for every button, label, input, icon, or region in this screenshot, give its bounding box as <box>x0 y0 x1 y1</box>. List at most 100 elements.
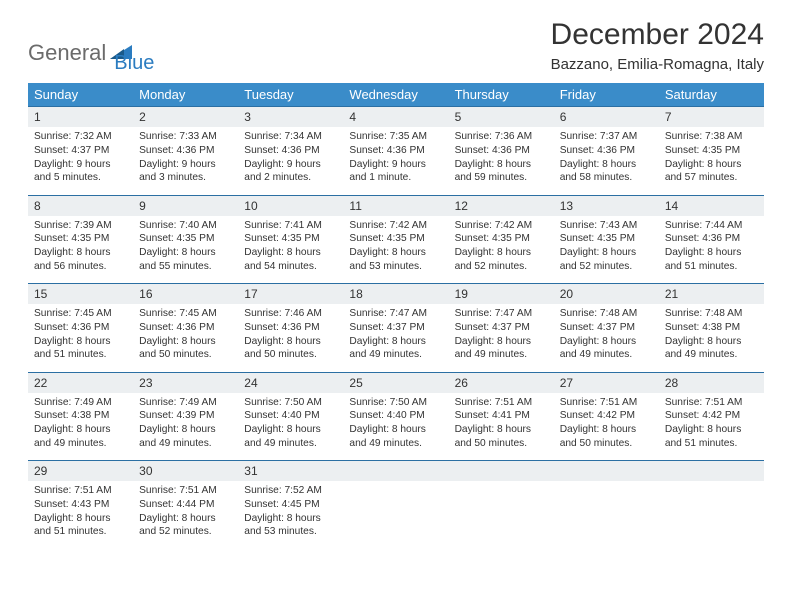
sunrise-line: Sunrise: 7:48 AM <box>665 307 758 321</box>
sunset-line: Sunset: 4:37 PM <box>455 321 548 335</box>
daylight-line: Daylight: 8 hours and 52 minutes. <box>560 246 653 274</box>
sunrise-line: Sunrise: 7:44 AM <box>665 219 758 233</box>
day-number-cell: 28 <box>659 372 764 393</box>
sunrise-line: Sunrise: 7:49 AM <box>34 396 127 410</box>
daylight-line: Daylight: 8 hours and 57 minutes. <box>665 158 758 186</box>
sunset-line: Sunset: 4:38 PM <box>665 321 758 335</box>
day-number-cell: 30 <box>133 461 238 482</box>
sunrise-line: Sunrise: 7:51 AM <box>665 396 758 410</box>
sunset-line: Sunset: 4:39 PM <box>139 409 232 423</box>
day-number-cell <box>659 461 764 482</box>
sunrise-line: Sunrise: 7:48 AM <box>560 307 653 321</box>
day-number-cell: 14 <box>659 195 764 216</box>
month-title: December 2024 <box>551 18 764 52</box>
day-number-cell: 27 <box>554 372 659 393</box>
daylight-line: Daylight: 8 hours and 52 minutes. <box>139 512 232 540</box>
sunrise-line: Sunrise: 7:36 AM <box>455 130 548 144</box>
location: Bazzano, Emilia-Romagna, Italy <box>551 56 764 73</box>
sunrise-line: Sunrise: 7:45 AM <box>34 307 127 321</box>
sunset-line: Sunset: 4:37 PM <box>34 144 127 158</box>
day-content-cell: Sunrise: 7:42 AMSunset: 4:35 PMDaylight:… <box>343 216 448 284</box>
title-block: December 2024 Bazzano, Emilia-Romagna, I… <box>551 18 764 73</box>
day-number-row: 1234567 <box>28 107 764 128</box>
daylight-line: Daylight: 9 hours and 3 minutes. <box>139 158 232 186</box>
day-number-cell: 6 <box>554 107 659 128</box>
weekday-header: Monday <box>133 83 238 107</box>
weekday-header: Saturday <box>659 83 764 107</box>
sunset-line: Sunset: 4:36 PM <box>560 144 653 158</box>
day-number-cell <box>554 461 659 482</box>
day-content-row: Sunrise: 7:51 AMSunset: 4:43 PMDaylight:… <box>28 481 764 549</box>
daylight-line: Daylight: 8 hours and 56 minutes. <box>34 246 127 274</box>
sunrise-line: Sunrise: 7:40 AM <box>139 219 232 233</box>
day-content-cell <box>343 481 448 549</box>
day-content-cell: Sunrise: 7:52 AMSunset: 4:45 PMDaylight:… <box>238 481 343 549</box>
sunrise-line: Sunrise: 7:42 AM <box>349 219 442 233</box>
day-content-cell <box>449 481 554 549</box>
day-number-cell: 19 <box>449 284 554 305</box>
day-number-cell: 13 <box>554 195 659 216</box>
day-number-cell <box>449 461 554 482</box>
day-number-cell: 25 <box>343 372 448 393</box>
sunset-line: Sunset: 4:36 PM <box>139 144 232 158</box>
daylight-line: Daylight: 8 hours and 49 minutes. <box>139 423 232 451</box>
day-number-cell: 22 <box>28 372 133 393</box>
sunset-line: Sunset: 4:35 PM <box>349 232 442 246</box>
daylight-line: Daylight: 8 hours and 53 minutes. <box>244 512 337 540</box>
sunrise-line: Sunrise: 7:51 AM <box>34 484 127 498</box>
day-number-cell: 23 <box>133 372 238 393</box>
day-content-row: Sunrise: 7:32 AMSunset: 4:37 PMDaylight:… <box>28 127 764 195</box>
day-content-cell: Sunrise: 7:46 AMSunset: 4:36 PMDaylight:… <box>238 304 343 372</box>
daylight-line: Daylight: 8 hours and 59 minutes. <box>455 158 548 186</box>
daylight-line: Daylight: 8 hours and 49 minutes. <box>455 335 548 363</box>
day-content-cell: Sunrise: 7:37 AMSunset: 4:36 PMDaylight:… <box>554 127 659 195</box>
sunrise-line: Sunrise: 7:51 AM <box>455 396 548 410</box>
day-content-cell: Sunrise: 7:50 AMSunset: 4:40 PMDaylight:… <box>343 393 448 461</box>
day-number-cell: 26 <box>449 372 554 393</box>
daylight-line: Daylight: 9 hours and 5 minutes. <box>34 158 127 186</box>
daylight-line: Daylight: 8 hours and 54 minutes. <box>244 246 337 274</box>
day-number-row: 15161718192021 <box>28 284 764 305</box>
daylight-line: Daylight: 8 hours and 49 minutes. <box>349 335 442 363</box>
daylight-line: Daylight: 8 hours and 52 minutes. <box>455 246 548 274</box>
daylight-line: Daylight: 9 hours and 2 minutes. <box>244 158 337 186</box>
day-number-cell: 12 <box>449 195 554 216</box>
day-number-cell: 31 <box>238 461 343 482</box>
daylight-line: Daylight: 9 hours and 1 minute. <box>349 158 442 186</box>
daylight-line: Daylight: 8 hours and 49 minutes. <box>34 423 127 451</box>
sunrise-line: Sunrise: 7:33 AM <box>139 130 232 144</box>
daylight-line: Daylight: 8 hours and 49 minutes. <box>665 335 758 363</box>
sunset-line: Sunset: 4:36 PM <box>244 144 337 158</box>
day-number-cell: 8 <box>28 195 133 216</box>
day-number-cell: 5 <box>449 107 554 128</box>
day-number-row: 891011121314 <box>28 195 764 216</box>
sunrise-line: Sunrise: 7:38 AM <box>665 130 758 144</box>
weekday-header: Tuesday <box>238 83 343 107</box>
weekday-header: Friday <box>554 83 659 107</box>
day-content-cell: Sunrise: 7:32 AMSunset: 4:37 PMDaylight:… <box>28 127 133 195</box>
sunset-line: Sunset: 4:40 PM <box>244 409 337 423</box>
sunset-line: Sunset: 4:36 PM <box>139 321 232 335</box>
day-content-cell: Sunrise: 7:51 AMSunset: 4:43 PMDaylight:… <box>28 481 133 549</box>
sunset-line: Sunset: 4:38 PM <box>34 409 127 423</box>
daylight-line: Daylight: 8 hours and 50 minutes. <box>244 335 337 363</box>
sunrise-line: Sunrise: 7:41 AM <box>244 219 337 233</box>
sunrise-line: Sunrise: 7:52 AM <box>244 484 337 498</box>
daylight-line: Daylight: 8 hours and 50 minutes. <box>455 423 548 451</box>
day-content-cell: Sunrise: 7:42 AMSunset: 4:35 PMDaylight:… <box>449 216 554 284</box>
day-number-row: 293031 <box>28 461 764 482</box>
daylight-line: Daylight: 8 hours and 51 minutes. <box>665 246 758 274</box>
day-content-cell: Sunrise: 7:33 AMSunset: 4:36 PMDaylight:… <box>133 127 238 195</box>
day-number-cell: 20 <box>554 284 659 305</box>
day-content-cell: Sunrise: 7:50 AMSunset: 4:40 PMDaylight:… <box>238 393 343 461</box>
day-number-cell: 15 <box>28 284 133 305</box>
weekday-header: Wednesday <box>343 83 448 107</box>
day-content-cell: Sunrise: 7:48 AMSunset: 4:37 PMDaylight:… <box>554 304 659 372</box>
sunrise-line: Sunrise: 7:35 AM <box>349 130 442 144</box>
sunset-line: Sunset: 4:35 PM <box>665 144 758 158</box>
sunset-line: Sunset: 4:45 PM <box>244 498 337 512</box>
day-number-cell: 1 <box>28 107 133 128</box>
day-number-cell: 16 <box>133 284 238 305</box>
weekday-header: Sunday <box>28 83 133 107</box>
day-number-cell: 10 <box>238 195 343 216</box>
